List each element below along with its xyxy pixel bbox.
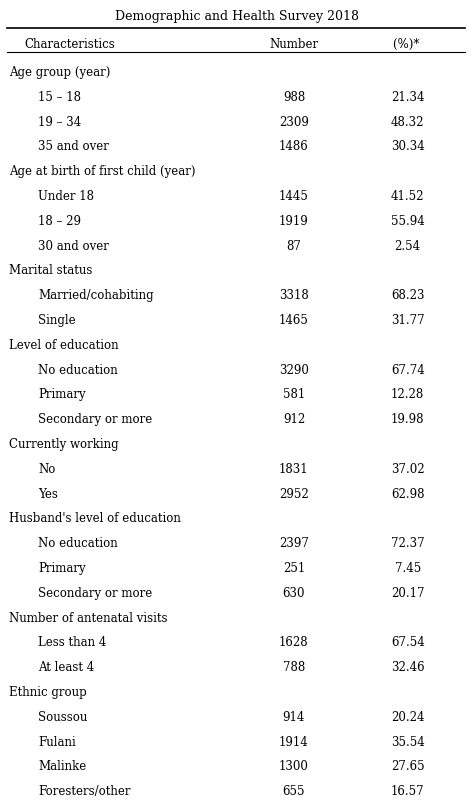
Text: 251: 251: [283, 562, 305, 575]
Text: 35 and over: 35 and over: [38, 140, 109, 153]
Text: 2397: 2397: [279, 537, 309, 550]
Text: Husband's level of education: Husband's level of education: [9, 513, 182, 526]
Text: Less than 4: Less than 4: [38, 636, 106, 650]
Text: Age group (year): Age group (year): [9, 66, 111, 79]
Text: No: No: [38, 463, 55, 476]
Text: Secondary or more: Secondary or more: [38, 587, 152, 600]
Text: Secondary or more: Secondary or more: [38, 413, 152, 426]
Text: 30.34: 30.34: [391, 140, 425, 153]
Text: 3318: 3318: [279, 289, 309, 302]
Text: 55.94: 55.94: [391, 214, 425, 228]
Text: Married/cohabiting: Married/cohabiting: [38, 289, 154, 302]
Text: 21.34: 21.34: [391, 91, 424, 104]
Text: 988: 988: [283, 91, 305, 104]
Text: 19.98: 19.98: [391, 413, 424, 426]
Text: Characteristics: Characteristics: [24, 38, 115, 51]
Text: 12.28: 12.28: [391, 388, 424, 401]
Text: 67.74: 67.74: [391, 364, 425, 376]
Text: No education: No education: [38, 537, 118, 550]
Text: Marital status: Marital status: [9, 264, 93, 277]
Text: 37.02: 37.02: [391, 463, 424, 476]
Text: 62.98: 62.98: [391, 488, 424, 501]
Text: 2.54: 2.54: [394, 239, 421, 252]
Text: Demographic and Health Survey 2018: Demographic and Health Survey 2018: [115, 10, 359, 23]
Text: Primary: Primary: [38, 562, 85, 575]
Text: 16.57: 16.57: [391, 785, 424, 798]
Text: 15 – 18: 15 – 18: [38, 91, 81, 104]
Text: 20.17: 20.17: [391, 587, 424, 600]
Text: 1486: 1486: [279, 140, 309, 153]
Text: 72.37: 72.37: [391, 537, 424, 550]
Text: No education: No education: [38, 364, 118, 376]
Text: Number: Number: [269, 38, 319, 51]
Text: 30 and over: 30 and over: [38, 239, 109, 252]
Text: 67.54: 67.54: [391, 636, 425, 650]
Text: 18 – 29: 18 – 29: [38, 214, 81, 228]
Text: Primary: Primary: [38, 388, 85, 401]
Text: 1465: 1465: [279, 314, 309, 327]
Text: 19 – 34: 19 – 34: [38, 115, 81, 128]
Text: 48.32: 48.32: [391, 115, 424, 128]
Text: 1914: 1914: [279, 736, 309, 749]
Text: 7.45: 7.45: [394, 562, 421, 575]
Text: (%)*: (%)*: [392, 38, 423, 51]
Text: 788: 788: [283, 661, 305, 674]
Text: At least 4: At least 4: [38, 661, 94, 674]
Text: 912: 912: [283, 413, 305, 426]
Text: 35.54: 35.54: [391, 736, 425, 749]
Text: 31.77: 31.77: [391, 314, 424, 327]
Text: 1831: 1831: [279, 463, 309, 476]
Text: 914: 914: [283, 711, 305, 724]
Text: 1628: 1628: [279, 636, 309, 650]
Text: 87: 87: [286, 239, 301, 252]
Text: Under 18: Under 18: [38, 190, 94, 203]
Text: Level of education: Level of education: [9, 339, 119, 351]
Text: 1919: 1919: [279, 214, 309, 228]
Text: 581: 581: [283, 388, 305, 401]
Text: 655: 655: [283, 785, 305, 798]
Text: Number of antenatal visits: Number of antenatal visits: [9, 612, 168, 625]
Text: 3290: 3290: [279, 364, 309, 376]
Text: Foresters/other: Foresters/other: [38, 785, 130, 798]
Text: 20.24: 20.24: [391, 711, 424, 724]
Text: 32.46: 32.46: [391, 661, 424, 674]
Text: Ethnic group: Ethnic group: [9, 686, 87, 699]
Text: Currently working: Currently working: [9, 438, 119, 451]
Text: 68.23: 68.23: [391, 289, 424, 302]
Text: 27.65: 27.65: [391, 760, 424, 773]
Text: 630: 630: [283, 587, 305, 600]
Text: 1300: 1300: [279, 760, 309, 773]
Text: 2952: 2952: [279, 488, 309, 501]
Text: 41.52: 41.52: [391, 190, 424, 203]
Text: Soussou: Soussou: [38, 711, 87, 724]
Text: 2309: 2309: [279, 115, 309, 128]
Text: Age at birth of first child (year): Age at birth of first child (year): [9, 165, 196, 178]
Text: Fulani: Fulani: [38, 736, 76, 749]
Text: Yes: Yes: [38, 488, 58, 501]
Text: Malinke: Malinke: [38, 760, 86, 773]
Text: Single: Single: [38, 314, 75, 327]
Text: 1445: 1445: [279, 190, 309, 203]
